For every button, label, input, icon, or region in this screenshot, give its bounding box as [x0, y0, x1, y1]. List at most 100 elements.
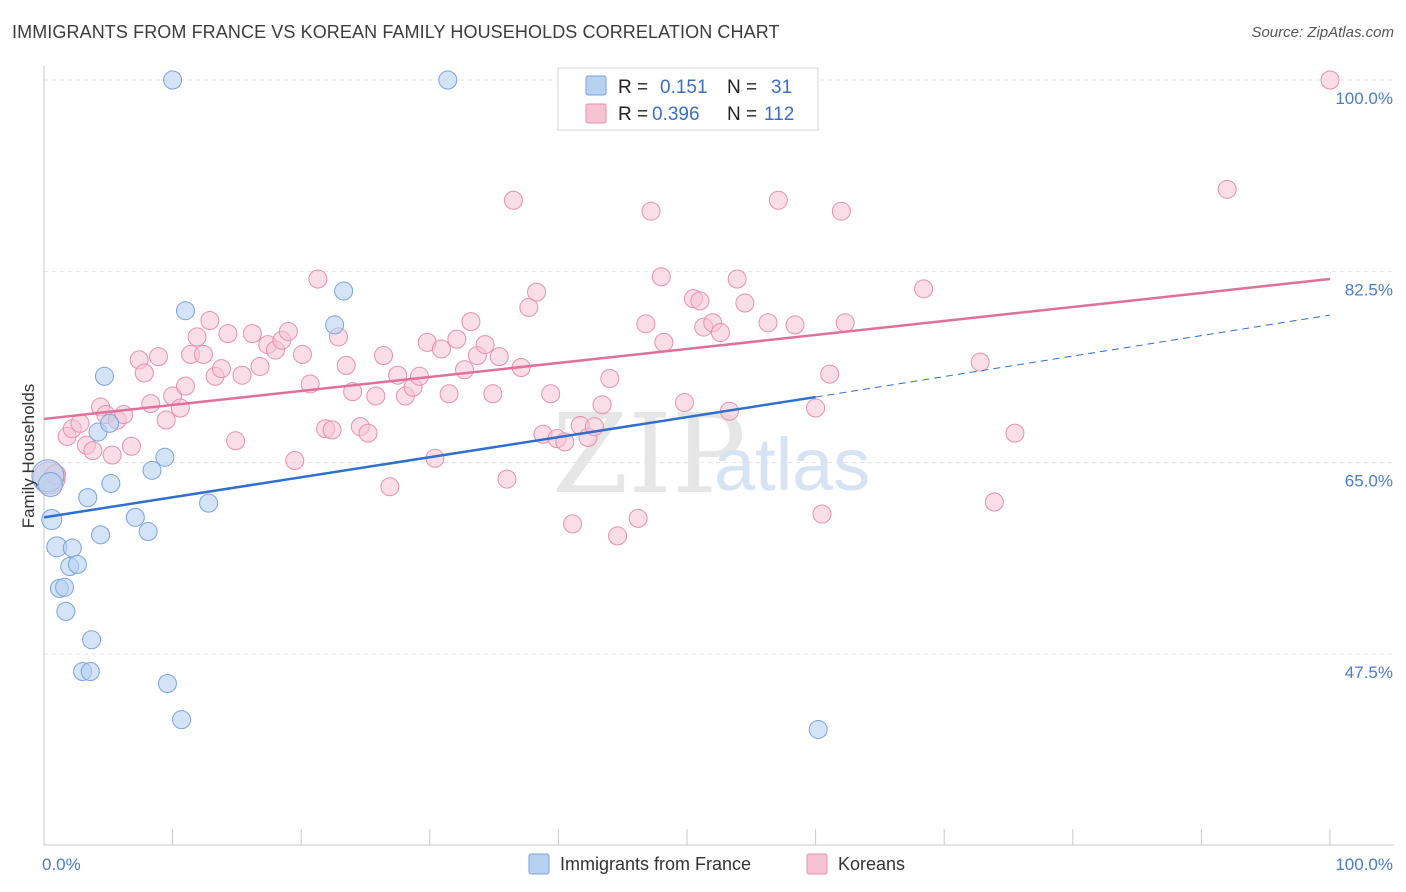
legend-r-label-1: R = [618, 77, 648, 98]
korean-point-100 [820, 364, 840, 384]
y-axis-label: Family Households [19, 384, 38, 529]
y-tick-label-0: 47.5% [1345, 663, 1393, 682]
korean-point-43 [336, 355, 356, 375]
korean-point-68 [519, 297, 539, 317]
france-point-15 [91, 525, 111, 545]
korean-point-91 [710, 323, 730, 343]
korean-point-88 [690, 291, 710, 311]
korean-point-48 [374, 346, 394, 366]
legend-swatch-france [585, 75, 607, 96]
x-tick-label-max: 100.0% [1335, 855, 1393, 874]
korean-point-105 [984, 492, 1004, 512]
france-trend-extension [815, 314, 1331, 398]
korean-point-93 [727, 269, 747, 289]
korean-point-66 [503, 190, 523, 210]
france-point-13 [82, 630, 102, 650]
korean-point-84 [651, 267, 671, 287]
korean-point-101 [831, 201, 851, 221]
korean-point-4 [70, 413, 90, 433]
koreans-trend-line [43, 277, 1331, 421]
korean-point-49 [380, 477, 400, 497]
france-point-6 [56, 601, 76, 621]
france-point-17 [100, 413, 120, 433]
korean-point-65 [497, 469, 517, 489]
korean-point-79 [600, 368, 620, 388]
korean-point-78 [592, 395, 612, 415]
korean-point-44 [343, 382, 363, 402]
legend-n-value-1: 31 [771, 77, 792, 98]
korean-point-24 [200, 311, 220, 331]
france-point-30 [438, 70, 458, 90]
korean-point-30 [242, 324, 262, 344]
korean-point-104 [970, 352, 990, 372]
korean-point-17 [156, 410, 176, 430]
bottom-legend-france: Immigrants from France [560, 854, 751, 874]
korean-point-106 [1005, 423, 1025, 443]
legend-n-value-2: 112 [764, 104, 794, 125]
korean-point-85 [654, 332, 674, 352]
y-tick-label-2: 82.5% [1345, 280, 1393, 299]
trend-lines [43, 277, 1331, 519]
france-point-1 [37, 472, 63, 498]
france-point-19 [125, 507, 145, 527]
korean-point-97 [785, 315, 805, 335]
korean-point-96 [768, 190, 788, 210]
legend-swatch-koreans [585, 103, 607, 124]
korean-point-9 [102, 445, 122, 465]
korean-point-29 [232, 365, 252, 385]
korean-point-12 [121, 436, 141, 456]
france-point-28 [325, 315, 345, 335]
legend-box: R = 0.151 N = 31 R = 0.396 N = 112 [557, 67, 819, 131]
france-point-27 [199, 493, 219, 513]
chart-title: IMMIGRANTS FROM FRANCE VS KOREAN FAMILY … [12, 22, 780, 42]
korean-point-98 [806, 398, 826, 418]
france-point-25 [172, 710, 192, 730]
france-point-9 [67, 554, 87, 574]
korean-point-108 [1320, 70, 1340, 90]
france-point-16 [94, 366, 114, 386]
korean-point-28 [226, 431, 246, 451]
y-tick-label-1: 65.0% [1345, 472, 1393, 491]
france-point-12 [80, 661, 100, 681]
x-tick-label-min: 0.0% [42, 855, 81, 874]
korean-point-60 [461, 312, 481, 332]
korean-point-86 [674, 393, 694, 413]
korean-point-41 [322, 420, 342, 440]
korean-point-58 [447, 329, 467, 349]
korean-point-46 [358, 423, 378, 443]
france-point-21 [142, 460, 162, 480]
korean-point-26 [211, 359, 231, 379]
korean-point-94 [735, 293, 755, 313]
korean-point-27 [218, 324, 238, 344]
korean-point-81 [628, 508, 648, 528]
korean-point-63 [483, 384, 503, 404]
korean-point-83 [641, 201, 661, 221]
korean-point-6 [83, 441, 103, 461]
bottom-legend: Immigrants from France Koreans [528, 853, 905, 875]
france-point-20 [138, 522, 158, 542]
france-point-29 [334, 281, 354, 301]
france-point-23 [157, 674, 177, 694]
korean-point-74 [563, 514, 583, 534]
korean-point-56 [431, 339, 451, 359]
france-point-22 [155, 447, 175, 467]
korean-point-22 [187, 327, 207, 347]
france-point-2 [41, 509, 63, 531]
y-tick-label-3: 100.0% [1335, 89, 1393, 108]
korean-point-69 [527, 282, 547, 302]
korean-point-107 [1217, 179, 1237, 199]
watermark-atlas: atlas [714, 423, 870, 506]
korean-point-102 [835, 313, 855, 333]
korean-point-95 [758, 313, 778, 333]
france-point-18 [101, 473, 121, 493]
korean-point-16 [148, 347, 168, 367]
korean-point-59 [455, 360, 475, 380]
korean-point-39 [308, 269, 328, 289]
korean-point-103 [914, 279, 934, 299]
france-point-31 [808, 719, 828, 739]
france-trend-line [43, 395, 816, 519]
france-point-24 [163, 70, 183, 90]
korean-point-31 [250, 356, 270, 376]
